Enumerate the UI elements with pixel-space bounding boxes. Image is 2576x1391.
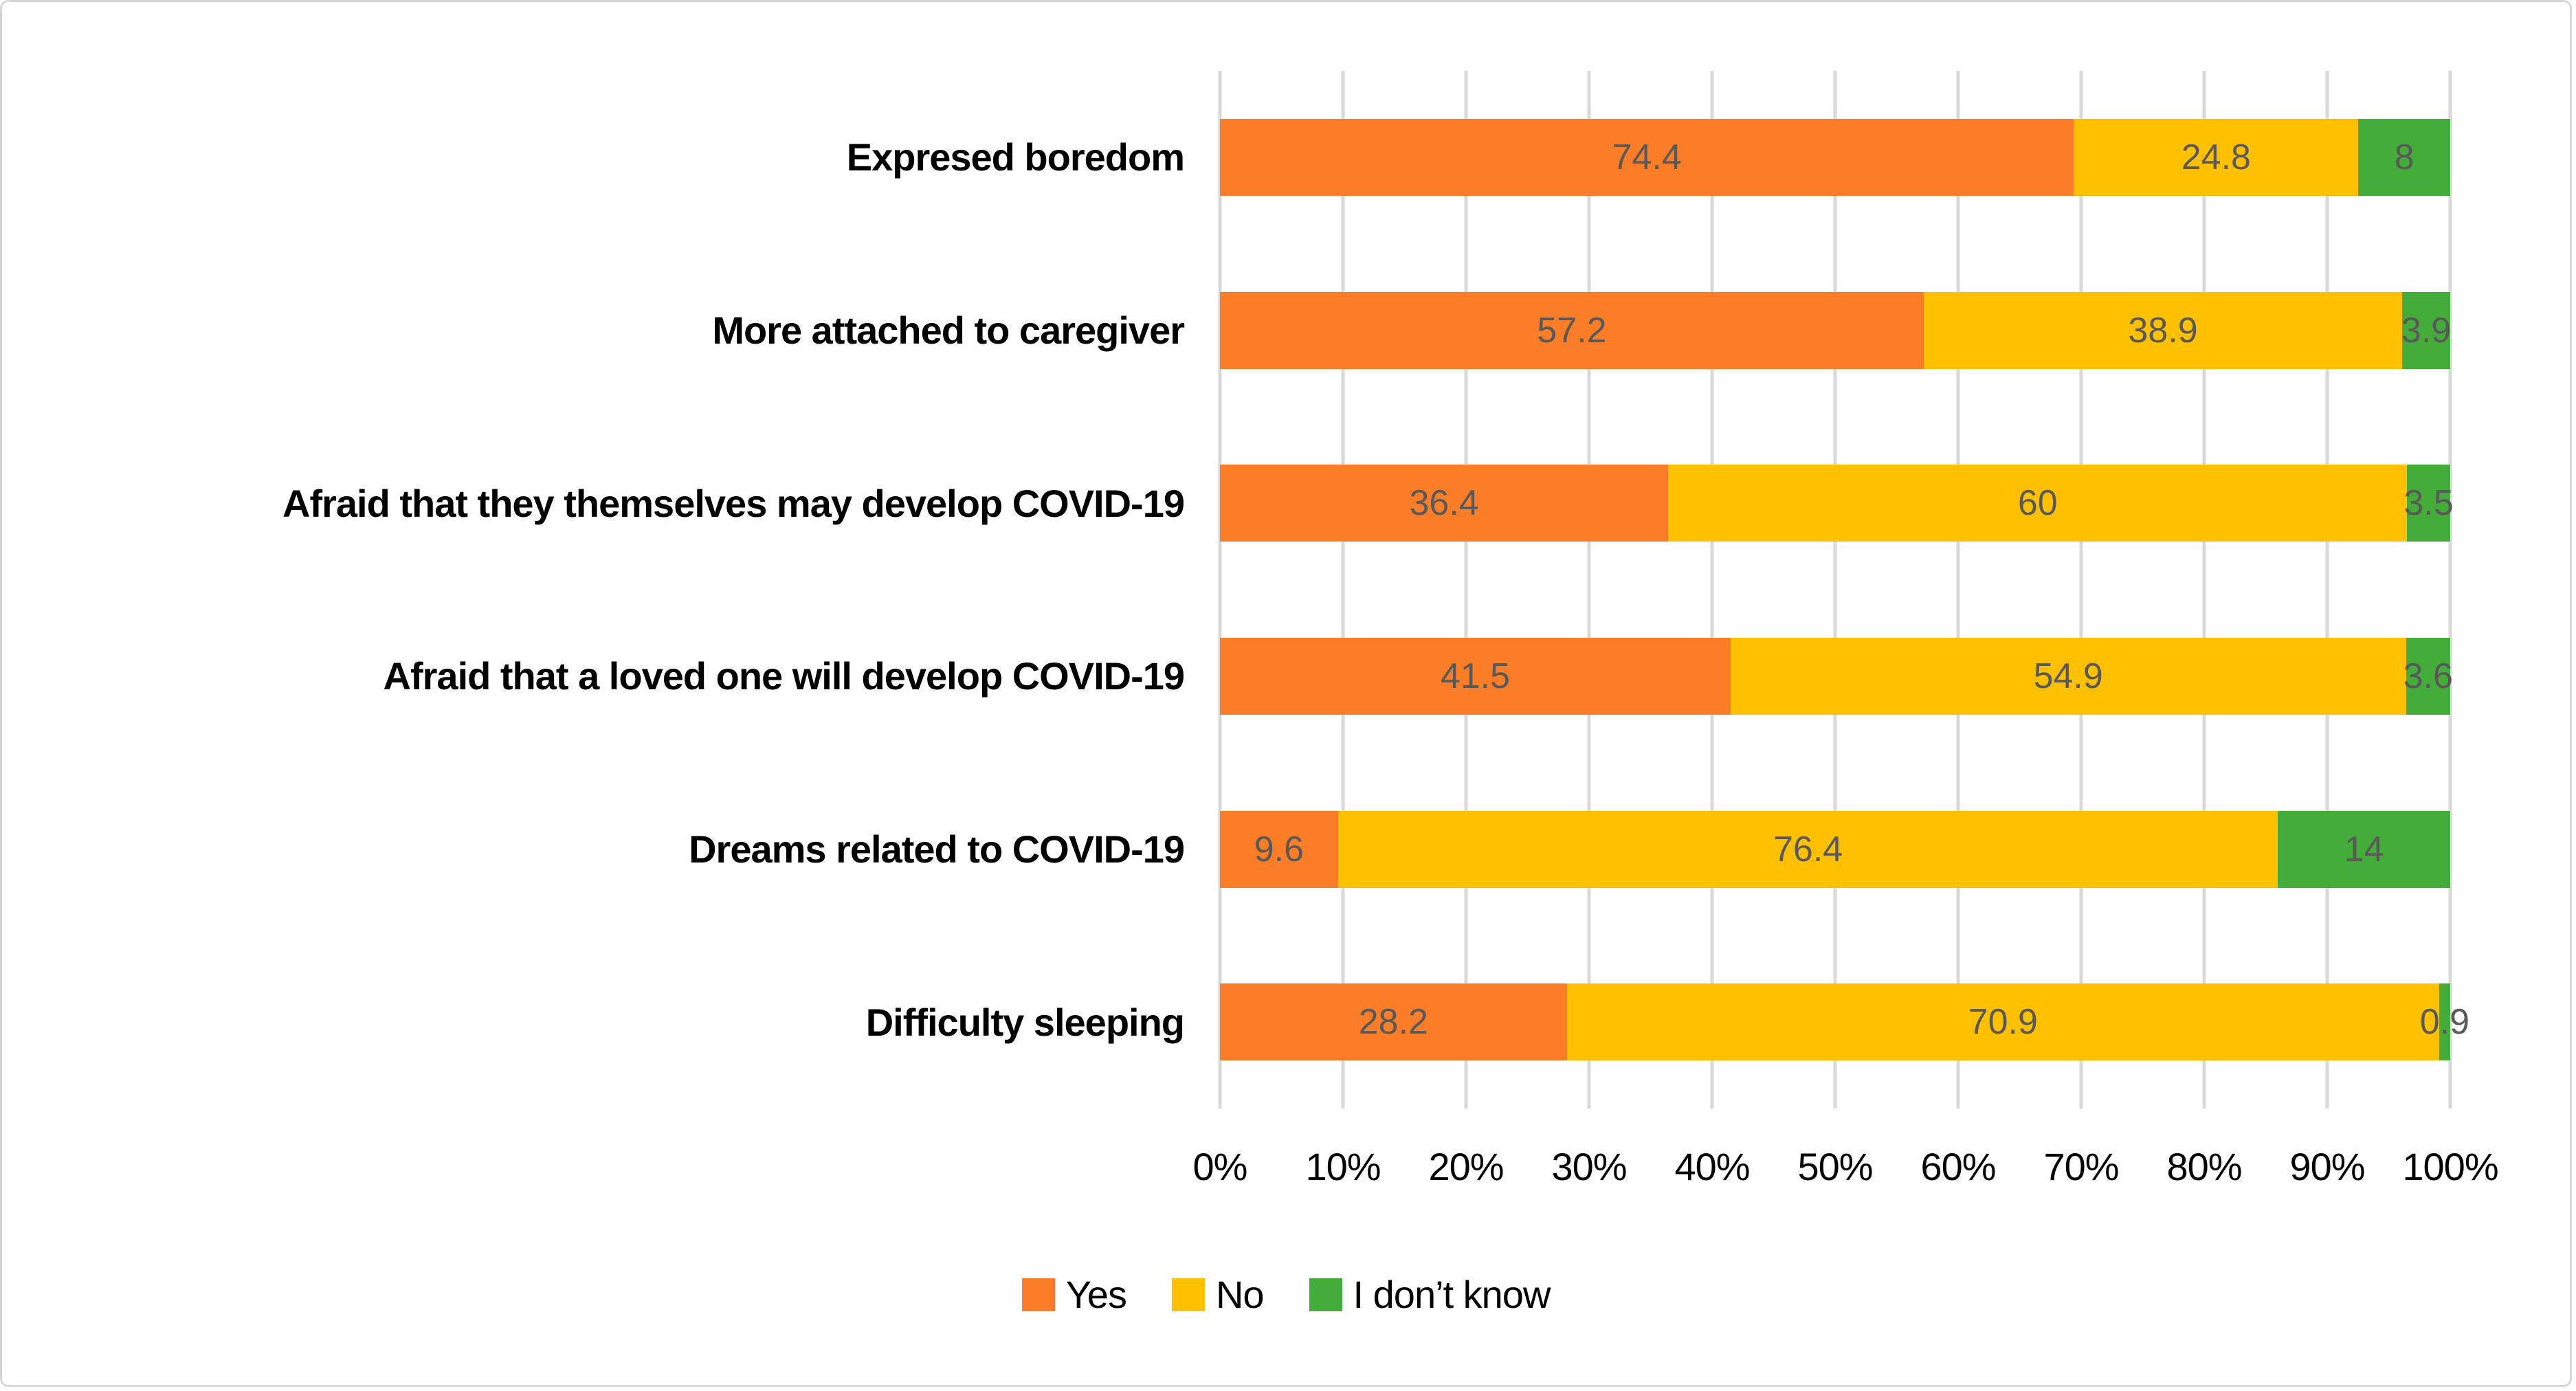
- legend-label: Yes: [1065, 1273, 1127, 1316]
- legend-label: No: [1215, 1273, 1265, 1316]
- gridline-70%: [2079, 71, 2083, 1109]
- bar-row-2: 36.4 60 3.5: [1220, 416, 2454, 590]
- category-row-4: Dreams related to COVID-19: [23, 763, 1185, 936]
- bar-segment-no: 24.8: [2074, 118, 2359, 196]
- data-label: 8: [2394, 137, 2414, 177]
- gridline-10%: [1341, 71, 1345, 1109]
- category-row-2: Afraid that they themselves may develop …: [23, 416, 1185, 590]
- data-label: 41.5: [1440, 656, 1511, 696]
- plot-area: 74.4 24.8 8 57.2 38.9 3.9 36.4 60 3.5 41.5 54.9 3.6…: [1218, 71, 2469, 1109]
- bar-row-4: 9.6 76.4 14: [1220, 763, 2450, 936]
- x-tick-label: 10%: [1305, 1145, 1381, 1188]
- data-label: 70.9: [1968, 1002, 2038, 1043]
- bar-segment-yes: 74.4: [1220, 118, 2074, 196]
- bar-segment-no: 76.4: [1337, 810, 2278, 888]
- bar-segment-i-don-t-know: 3.5: [2403, 465, 2454, 542]
- gridline-100%: [2448, 71, 2452, 1109]
- data-label: 36.4: [1409, 483, 1479, 524]
- stacked-bar: 9.6 76.4 14: [1220, 810, 2450, 888]
- category-row-5: Difficulty sleeping: [23, 935, 1185, 1109]
- category-row-0: Expresed boredom: [23, 71, 1185, 244]
- bar-segment-i-don-t-know: 0.9: [2420, 983, 2469, 1061]
- x-tick-label: 90%: [2289, 1145, 2365, 1188]
- bar-rows: 74.4 24.8 8 57.2 38.9 3.9 36.4 60 3.5 41.5 54.9 3.6…: [1220, 71, 2469, 1109]
- bar-segment-i-don-t-know: 8: [2358, 118, 2450, 196]
- category-label: Expresed boredom: [846, 135, 1185, 179]
- data-label: 57.2: [1537, 310, 1607, 350]
- data-label: 54.9: [2033, 656, 2103, 696]
- legend-label: I don’t know: [1353, 1273, 1551, 1316]
- bar-segment-i-don-t-know: 14: [2278, 810, 2450, 888]
- x-tick-label: 100%: [2402, 1145, 2498, 1188]
- category-row-1: More attached to caregiver: [23, 244, 1185, 417]
- category-row-3: Afraid that a loved one will develop COV…: [23, 590, 1185, 763]
- stacked-bar: 41.5 54.9 3.6: [1220, 637, 2453, 715]
- x-axis: 0% 10% 20% 30% 40% 50% 60% 70% 80% 90% 100%: [1193, 1144, 2499, 1199]
- data-label: 9.6: [1254, 829, 1304, 869]
- legend-item-3: I don’t know: [1309, 1272, 1551, 1317]
- x-tick-label: 0%: [1192, 1145, 1248, 1188]
- gridline-90%: [2325, 71, 2329, 1109]
- bar-segment-no: 70.9: [1566, 983, 2439, 1061]
- bar-row-5: 28.2 70.9 0.9: [1220, 935, 2469, 1109]
- category-label: Difficulty sleeping: [865, 1000, 1185, 1044]
- bar-row-0: 74.4 24.8 8: [1220, 71, 2450, 244]
- bar-segment-i-don-t-know: 3.9: [2401, 291, 2452, 369]
- bar-segment-yes: 9.6: [1220, 810, 1338, 888]
- x-tick-label: 40%: [1674, 1145, 1750, 1188]
- stacked-bar: 36.4 60 3.5: [1220, 465, 2454, 542]
- gridline-20%: [1464, 71, 1468, 1109]
- data-label: 0.9: [2419, 1002, 2470, 1043]
- x-tick-label: 50%: [1797, 1145, 1873, 1188]
- data-label: 38.9: [2128, 310, 2198, 350]
- bar-row-1: 57.2 38.9 3.9: [1220, 244, 2452, 417]
- legend-swatch-icon: [1021, 1278, 1055, 1311]
- category-label: Afraid that they themselves may develop …: [282, 481, 1185, 525]
- bar-segment-no: 38.9: [1923, 291, 2403, 369]
- category-axis: Expresed boredom More attached to caregiv…: [23, 71, 1185, 1109]
- gridline-40%: [1710, 71, 1714, 1109]
- x-tick-label: 80%: [2166, 1145, 2242, 1188]
- gridline-50%: [1833, 71, 1837, 1109]
- category-label: Dreams related to COVID-19: [689, 827, 1185, 871]
- data-label: 3.5: [2403, 483, 2454, 524]
- data-label: 3.9: [2401, 310, 2452, 350]
- category-label: More attached to caregiver: [712, 309, 1185, 352]
- data-label: 74.4: [1612, 137, 1682, 177]
- gridline-60%: [1956, 71, 1960, 1109]
- legend-swatch-icon: [1171, 1278, 1205, 1311]
- bar-segment-yes: 57.2: [1220, 291, 1924, 369]
- legend-item-2: No: [1171, 1272, 1265, 1317]
- data-label: 14: [2344, 829, 2384, 869]
- bar-segment-yes: 36.4: [1220, 465, 1669, 542]
- bar-segment-yes: 41.5: [1220, 637, 1731, 715]
- legend-swatch-icon: [1309, 1278, 1342, 1311]
- data-label: 3.6: [2403, 656, 2453, 696]
- x-tick-label: 30%: [1551, 1145, 1627, 1188]
- bar-segment-no: 60: [1668, 465, 2408, 542]
- bar-segment-no: 54.9: [1730, 637, 2406, 715]
- stacked-bar: 28.2 70.9 0.9: [1220, 983, 2469, 1061]
- gridline-80%: [2202, 71, 2206, 1109]
- x-tick-label: 20%: [1428, 1145, 1504, 1188]
- legend: Yes No I don’t know: [2, 1272, 2570, 1317]
- bar-segment-yes: 28.2: [1220, 983, 1567, 1061]
- category-label: Afraid that a loved one will develop COV…: [383, 654, 1185, 698]
- stacked-bar: 74.4 24.8 8: [1220, 118, 2450, 196]
- x-tick-label: 70%: [2043, 1145, 2119, 1188]
- data-label: 28.2: [1358, 1002, 1428, 1043]
- gridline-30%: [1587, 71, 1591, 1109]
- gridline-0%: [1218, 71, 1222, 1109]
- data-label: 60: [2017, 483, 2058, 524]
- data-label: 24.8: [2181, 137, 2251, 177]
- stacked-bar: 57.2 38.9 3.9: [1220, 291, 2452, 369]
- x-tick-label: 60%: [1920, 1145, 1996, 1188]
- bar-segment-i-don-t-know: 3.6: [2403, 637, 2453, 715]
- data-label: 76.4: [1773, 829, 1843, 869]
- legend-item-1: Yes: [1021, 1272, 1127, 1317]
- bar-row-3: 41.5 54.9 3.6: [1220, 590, 2453, 763]
